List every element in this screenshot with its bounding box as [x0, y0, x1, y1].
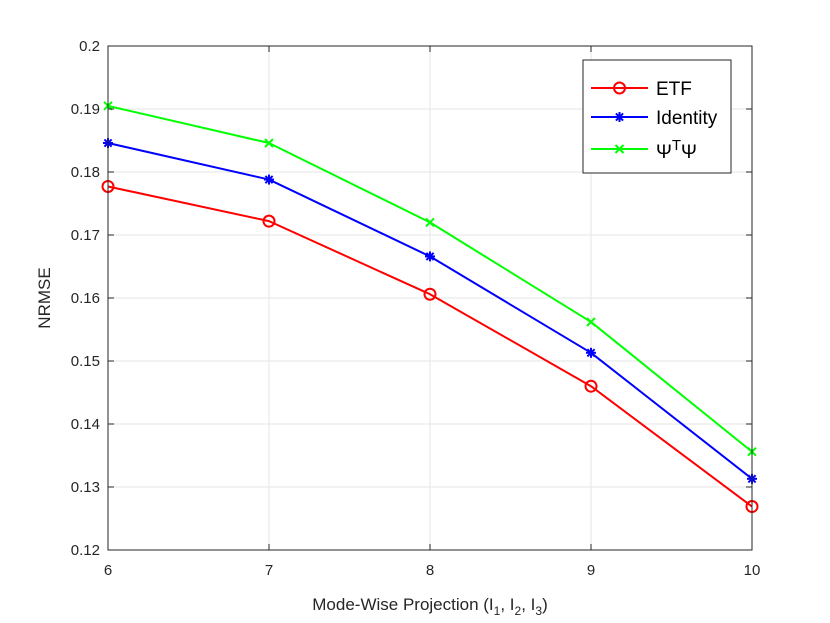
- data-point-etf: [262, 214, 276, 228]
- legend-marker-psi: [614, 144, 625, 154]
- y-tick-label: 0.19: [71, 101, 100, 118]
- data-point-etf: [584, 379, 598, 393]
- x-tick-label: 9: [587, 562, 595, 579]
- data-point-psi: [264, 138, 274, 148]
- series-line-etf: [107, 185, 753, 508]
- tick-marks: [107, 45, 753, 551]
- y-tick-label: 0.12: [71, 542, 100, 559]
- series-layer: [101, 101, 759, 514]
- legend: ETF Identity ΨTΨ: [582, 59, 732, 174]
- tick-labels: 6 7 8 9 10 0.12 0.13 0.14 0.15 0.16 0.17 0.18 0.19 0.…: [71, 38, 761, 579]
- y-tick-label: 0.2: [79, 38, 100, 55]
- legend-label-identity: Identity: [656, 108, 718, 129]
- data-point-identity: [425, 251, 435, 262]
- y-tick-label: 0.18: [71, 164, 100, 181]
- y-tick-label: 0.17: [71, 227, 100, 244]
- y-tick-label: 0.15: [71, 353, 100, 370]
- y-tick-label: 0.14: [71, 416, 100, 433]
- legend-marker-identity: [614, 112, 625, 122]
- y-tick-label: 0.16: [71, 290, 100, 307]
- y-tick-label: 0.13: [71, 479, 100, 496]
- x-tick-label: 8: [426, 562, 434, 579]
- x-axis-label: Mode-Wise Projection (I1, I2, I3): [312, 595, 547, 618]
- x-tick-label: 6: [104, 562, 112, 579]
- x-tick-label: 7: [265, 562, 273, 579]
- data-point-psi: [586, 317, 596, 327]
- data-point-identity: [586, 347, 596, 358]
- data-point-etf: [423, 287, 437, 301]
- legend-label-etf: ETF: [656, 79, 692, 100]
- x-tick-label: 10: [744, 562, 761, 579]
- legend-marker-etf: [613, 81, 626, 95]
- legend-label-psi: ΨTΨ: [656, 137, 697, 163]
- y-axis-label: NRMSE: [35, 267, 54, 328]
- data-point-identity: [264, 174, 274, 185]
- data-point-psi: [425, 217, 435, 228]
